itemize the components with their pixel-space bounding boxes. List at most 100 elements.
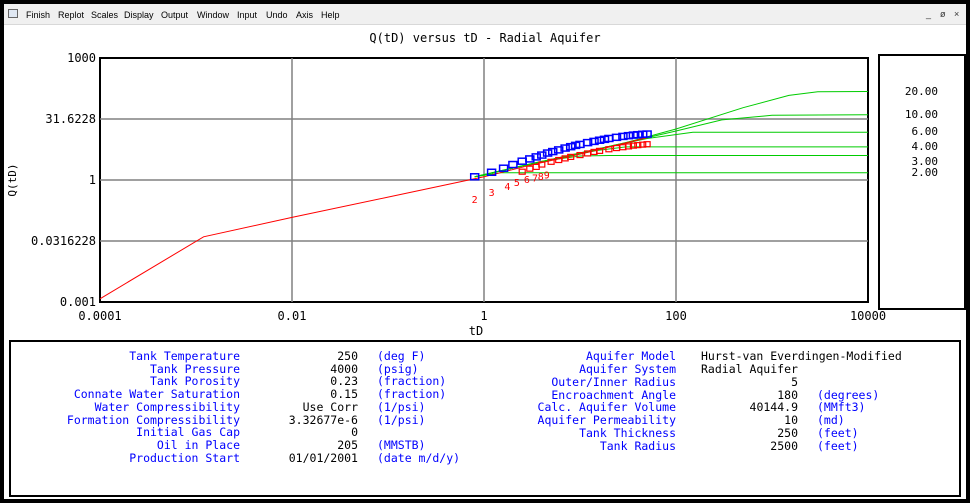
x-tick-label: 10000 (850, 309, 886, 323)
data-marker (547, 147, 558, 156)
data-marker (633, 130, 643, 139)
aquifer-param-unit: (md) (817, 413, 845, 428)
curve-ratio-label: 20.00 (904, 84, 938, 98)
close-icon[interactable]: × (954, 9, 960, 19)
lower-marker (629, 142, 638, 149)
curve-ratio-label: 6.00 (911, 125, 939, 139)
tank-param-unit: (psig) (377, 361, 419, 376)
aquifer-param-label: Tank Thickness (579, 425, 676, 440)
point-number-label: 2 (472, 195, 478, 206)
lower-marker (595, 147, 604, 154)
tank-param-value: 0 (351, 425, 358, 440)
menu-help[interactable]: Help (321, 10, 340, 20)
tank-param-value: 0.23 (330, 374, 358, 389)
parameter-panel: Tank Temperature 250 (deg F) Tank Pressure 4… (9, 340, 961, 497)
x-axis-label: tD (469, 324, 483, 338)
y-tick-label: 31.6228 (45, 112, 96, 126)
app-icon[interactable] (8, 9, 18, 18)
data-marker (542, 149, 553, 157)
lower-marker (634, 142, 642, 149)
x-tick-label: 100 (665, 309, 687, 323)
data-marker (553, 146, 564, 154)
tank-param-value: 01/01/2001 (288, 450, 358, 465)
bounded-aquifer-curve (474, 155, 868, 178)
minimize-icon[interactable]: _ (926, 9, 932, 19)
restore-icon[interactable]: ø (940, 9, 946, 19)
menu-bar: Finish Replot Scales Display Output Wind… (4, 4, 966, 25)
aquifer-param-value: 250 (777, 425, 798, 440)
tank-param-unit: (1/psi) (377, 412, 426, 427)
data-marker (582, 138, 593, 147)
point-number-label: 3 (489, 188, 495, 199)
tank-param-value: 205 (337, 437, 358, 452)
tank-param-label: Formation Compressibility (66, 412, 240, 427)
menu-output[interactable]: Output (161, 10, 189, 20)
lower-marker (547, 158, 555, 165)
curve-label-panel: 20.00 10.00 6.00 4.00 3.00 2.00 (878, 54, 966, 310)
tank-param-value: 3.32677e-6 (288, 412, 358, 427)
aquifer-param-label: Encroachment Angle (551, 387, 676, 402)
tank-param-value: 0.15 (330, 387, 358, 402)
tank-param-unit: (1/psi) (377, 399, 426, 414)
aquifer-param-label: Aquifer Permeability (537, 413, 676, 428)
menu-undo[interactable]: Undo (266, 10, 288, 20)
aquifer-param-unit: (MMft3) (817, 400, 866, 415)
tank-param-label: Tank Porosity (149, 374, 240, 389)
point-number-label: 9 (544, 171, 550, 182)
menu-finish[interactable]: Finish (26, 10, 51, 20)
tank-param-label: Oil in Place (156, 437, 240, 452)
curve-ratio-label: 4.00 (911, 139, 939, 153)
point-number-label: 7 (532, 174, 538, 185)
aquifer-param-unit: (feet) (817, 438, 859, 453)
y-tick-label: 0.001 (60, 295, 96, 309)
data-marker (618, 132, 628, 141)
aquifer-param-value: 5 (791, 375, 798, 389)
tank-param-unit: (fraction) (377, 387, 447, 402)
curve-ratio-label: 10.00 (904, 107, 938, 121)
tank-param-label: Initial Gas Cap (136, 425, 240, 440)
point-number-label: 8 (538, 172, 544, 183)
lower-marker (639, 141, 647, 148)
y-axis-label: Q(tD) (6, 163, 19, 196)
lower-marker (624, 143, 633, 150)
chart-title: Q(tD) versus tD - Radial Aquifer (369, 31, 601, 45)
data-marker (469, 173, 480, 181)
menu-input[interactable]: Input (237, 10, 258, 20)
chart-labels: 0.0001 0.01 1 100 10000 1000 31.6228 1 0.0316228… (6, 51, 886, 338)
x-tick-label: 1 (480, 309, 487, 323)
data-marker (508, 160, 518, 169)
point-number-label: 5 (514, 178, 520, 189)
data-marker (611, 133, 622, 142)
menu-axis[interactable]: Axis (296, 10, 314, 20)
tank-param-unit: (date m/d/y) (377, 450, 461, 465)
aquifer-param-value: 180 (777, 387, 798, 402)
tank-param-unit: (MMSTB) (377, 437, 426, 452)
y-tick-label: 1000 (67, 51, 96, 65)
menu-display[interactable]: Display (124, 10, 154, 20)
tank-param-unit: (deg F) (377, 349, 426, 363)
menu-scales[interactable]: Scales (91, 10, 119, 20)
aquifer-param-label: Tank Radius (599, 438, 676, 453)
lower-marker (538, 161, 546, 168)
aquifer-param-label: Outer/Inner Radius (551, 375, 676, 389)
x-tick-label: 0.01 (278, 309, 307, 323)
point-number-label: 6 (524, 175, 530, 186)
menu-replot[interactable]: Replot (58, 10, 85, 20)
tank-param-label: Production Start (129, 450, 240, 465)
data-marker (537, 151, 547, 159)
curve-ratio-label: 3.00 (911, 154, 939, 168)
menu-window[interactable]: Window (197, 10, 230, 20)
data-marker (560, 144, 570, 152)
aquifer-model-label: Aquifer Model (585, 349, 676, 363)
tank-param-label: Water Compressibility (94, 399, 240, 414)
lower-marker (605, 146, 613, 153)
aquifer-system-label: Aquifer System (579, 362, 676, 376)
tank-param-label: Tank Pressure (149, 361, 240, 376)
curve-ratio-label: 2.00 (911, 165, 939, 179)
chart-svg: 0.0001 0.01 1 100 10000 1000 31.6228 1 0.0316228… (6, 51, 886, 338)
data-marker (565, 142, 576, 151)
aquifer-param-value: 40144.9 (749, 400, 798, 415)
data-marker (498, 164, 509, 172)
data-marker (486, 168, 497, 177)
tank-param-value: 4000 (330, 361, 358, 376)
